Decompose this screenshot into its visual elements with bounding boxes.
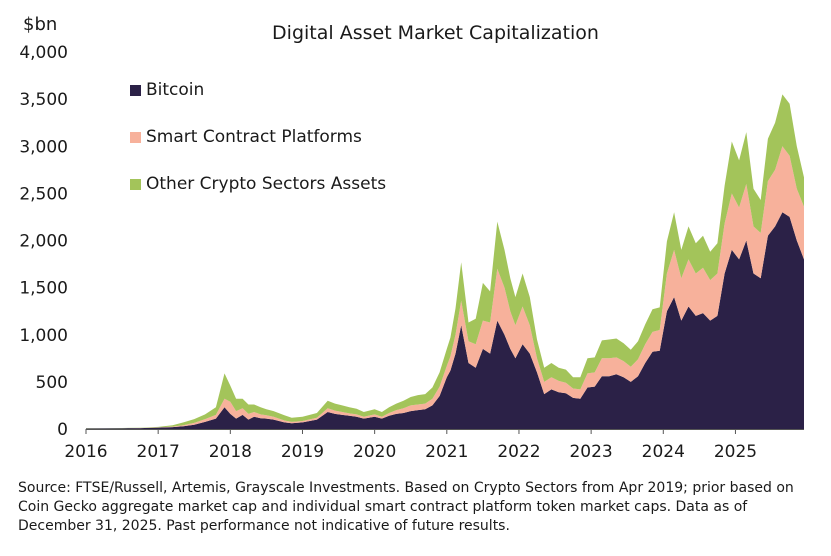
legend-item-smart-contract: Smart Contract Platforms — [130, 125, 386, 149]
y-tick-label-1500: 1,500 — [19, 279, 68, 299]
legend-item-other-crypto: Other Crypto Sectors Assets — [130, 172, 386, 196]
legend-label-smart-contract: Smart Contract Platforms — [146, 127, 362, 147]
legend-label-bitcoin: Bitcoin — [146, 80, 205, 100]
legend-item-bitcoin: Bitcoin — [130, 78, 386, 102]
y-tick-label-2000: 2,000 — [19, 232, 68, 252]
y-tick-label-2500: 2,500 — [19, 184, 68, 204]
x-tick-label-2018: 2018 — [209, 442, 252, 462]
y-tick-label-1000: 1,000 — [19, 326, 68, 346]
x-tick-label-2016: 2016 — [64, 442, 107, 462]
y-tick-label-3500: 3,500 — [19, 90, 68, 110]
source-note: Source: FTSE/Russell, Artemis, Grayscale… — [18, 480, 794, 534]
area-series-other-crypto-sectors-assets — [86, 94, 804, 429]
x-tick-label-2017: 2017 — [137, 442, 180, 462]
legend-swatch-other-crypto — [130, 178, 141, 190]
x-tick-label-2025: 2025 — [714, 442, 757, 462]
area-series-bitcoin — [86, 212, 804, 429]
legend-label-other-crypto: Other Crypto Sectors Assets — [146, 174, 387, 194]
x-tick-label-2023: 2023 — [569, 442, 612, 462]
y-tick-label-3000: 3,000 — [19, 137, 68, 157]
x-tick-label-2019: 2019 — [281, 442, 324, 462]
y-tick-label-500: 500 — [36, 373, 68, 393]
y-tick-label-0: 0 — [57, 420, 68, 440]
x-tick-label-2022: 2022 — [497, 442, 540, 462]
legend-swatch-bitcoin — [130, 84, 141, 96]
x-tick-label-2024: 2024 — [642, 442, 685, 462]
area-series-smart-contract-platforms — [86, 146, 804, 429]
legend-swatch-smart-contract — [130, 131, 141, 143]
y-tick-label-4000: 4,000 — [19, 43, 68, 63]
x-tick-label-2021: 2021 — [425, 442, 468, 462]
chart-title: Digital Asset Market Capitalization — [272, 22, 599, 44]
y-axis-unit-label: $bn — [23, 14, 58, 35]
x-tick-label-2020: 2020 — [353, 442, 396, 462]
legend: Bitcoin Smart Contract Platforms Other C… — [130, 78, 386, 219]
